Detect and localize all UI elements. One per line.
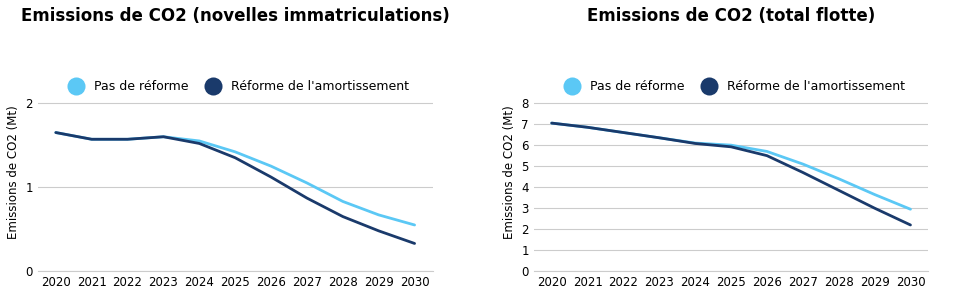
Y-axis label: Emissions de CO2 (Mt): Emissions de CO2 (Mt): [7, 106, 20, 239]
Title: Emissions de CO2 (novelles immatriculations): Emissions de CO2 (novelles immatriculati…: [21, 7, 449, 25]
Legend: Pas de réforme, Réforme de l'amortissement: Pas de réforme, Réforme de l'amortisseme…: [64, 80, 409, 93]
Y-axis label: Emissions de CO2 (Mt): Emissions de CO2 (Mt): [503, 106, 516, 239]
Title: Emissions de CO2 (total flotte): Emissions de CO2 (total flotte): [587, 7, 875, 25]
Legend: Pas de réforme, Réforme de l'amortissement: Pas de réforme, Réforme de l'amortisseme…: [560, 80, 905, 93]
